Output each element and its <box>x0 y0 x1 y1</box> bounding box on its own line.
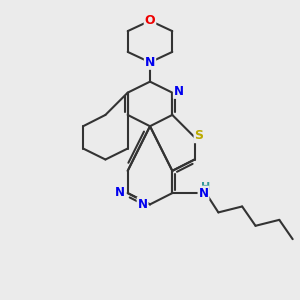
Text: N: N <box>138 198 148 211</box>
Text: O: O <box>145 14 155 27</box>
Text: N: N <box>174 85 184 98</box>
Text: N: N <box>199 187 208 200</box>
Text: N: N <box>145 56 155 69</box>
Text: H: H <box>201 182 211 192</box>
Text: S: S <box>194 129 203 142</box>
Text: N: N <box>115 186 125 199</box>
